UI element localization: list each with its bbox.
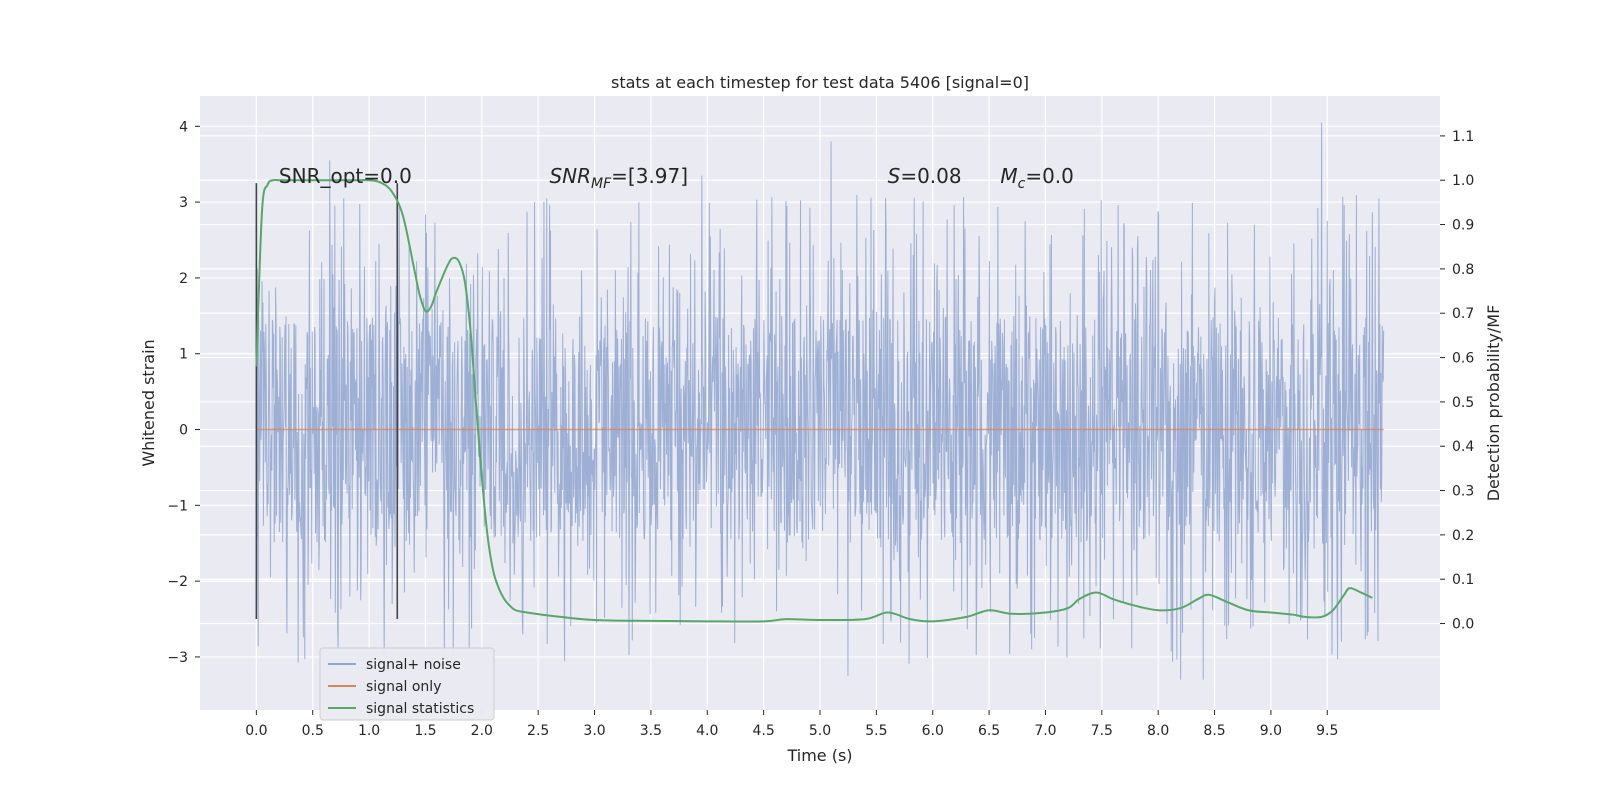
y-right-tick-label: 0.7 — [1452, 306, 1474, 322]
y-right-tick-label: 0.8 — [1452, 262, 1474, 278]
y-right-tick-label: 0.3 — [1452, 484, 1474, 500]
y-right-tick-label: 0.1 — [1452, 572, 1474, 588]
x-tick-label: 8.5 — [1203, 723, 1225, 739]
y-tick-label: 2 — [179, 271, 188, 287]
x-tick-label: 2.0 — [471, 723, 493, 739]
annotation: Mc=0.0 — [1000, 164, 1074, 192]
y-axis-right-label: Detection probability/MF — [1484, 305, 1503, 502]
legend-label: signal statistics — [366, 701, 474, 717]
x-tick-label: 4.0 — [696, 723, 718, 739]
y-right-tick-label: 0.2 — [1452, 528, 1474, 544]
signal-statistics-layer — [255, 178, 1373, 623]
x-tick-label: 0.0 — [245, 723, 267, 739]
legend-box — [319, 647, 495, 721]
y-right-tick-label: 0.5 — [1452, 395, 1474, 411]
annotation: SNRMF=[3.97] — [549, 164, 688, 192]
y-tick-label: 4 — [179, 119, 188, 135]
x-tick-label: 6.5 — [978, 723, 1000, 739]
x-tick-label: 1.5 — [414, 723, 436, 739]
x-tick-label: 5.5 — [865, 723, 887, 739]
x-tick-label: 8.0 — [1147, 723, 1169, 739]
y-right-tick-label: 0.4 — [1452, 439, 1474, 455]
y-right-tick-label: 1.1 — [1452, 129, 1474, 145]
x-tick-label: 0.5 — [302, 723, 324, 739]
signal-statistics-line — [255, 178, 1373, 623]
chart-title: stats at each timestep for test data 540… — [611, 73, 1029, 92]
legend: signal+ noise signal only signal statistic… — [319, 647, 495, 721]
annotation: S=0.08 — [888, 164, 962, 188]
x-tick-label: 1.0 — [358, 723, 380, 739]
ticks: 0.0 0.5 1.0 1.5 2.0 2.5 3.0 3.5 4.0 4.5 5.0 5.5 6.0 6… — [167, 119, 1474, 739]
annotation: SNR_opt=0.0 — [279, 164, 412, 188]
legend-label: signal+ noise — [366, 657, 461, 673]
x-tick-label: 4.5 — [753, 723, 775, 739]
y-tick-label: −3 — [167, 650, 188, 666]
y-tick-label: 3 — [179, 195, 188, 211]
y-right-tick-label: 0.6 — [1452, 351, 1474, 367]
y-right-tick-label: 1.0 — [1452, 173, 1474, 189]
annotations: SNR_opt=0.0 SNRMF=[3.97] S=0.08 Mc=0.0 — [279, 164, 1074, 192]
legend-label: signal only — [366, 679, 441, 695]
x-tick-label: 5.0 — [809, 723, 831, 739]
x-tick-label: 7.5 — [1091, 723, 1113, 739]
y-right-tick-label: 0.9 — [1452, 218, 1474, 234]
x-tick-label: 3.5 — [640, 723, 662, 739]
x-tick-label: 2.5 — [527, 723, 549, 739]
x-tick-label: 9.0 — [1260, 723, 1282, 739]
x-tick-label: 9.5 — [1316, 723, 1338, 739]
y-axis-label: Whitened strain — [139, 339, 158, 466]
y-tick-label: −2 — [167, 574, 188, 590]
y-tick-label: −1 — [167, 498, 188, 514]
x-tick-label: 7.0 — [1034, 723, 1056, 739]
x-tick-label: 3.0 — [583, 723, 605, 739]
y-right-tick-label: 0.0 — [1452, 617, 1474, 633]
vertical-markers-layer — [255, 183, 399, 620]
noise-series-layer — [255, 122, 1385, 680]
y-tick-label: 0 — [179, 423, 188, 439]
x-axis-label: Time (s) — [786, 746, 852, 765]
x-tick-label: 6.0 — [922, 723, 944, 739]
signal-noise-line — [255, 122, 1385, 680]
y-tick-label: 1 — [179, 347, 188, 363]
